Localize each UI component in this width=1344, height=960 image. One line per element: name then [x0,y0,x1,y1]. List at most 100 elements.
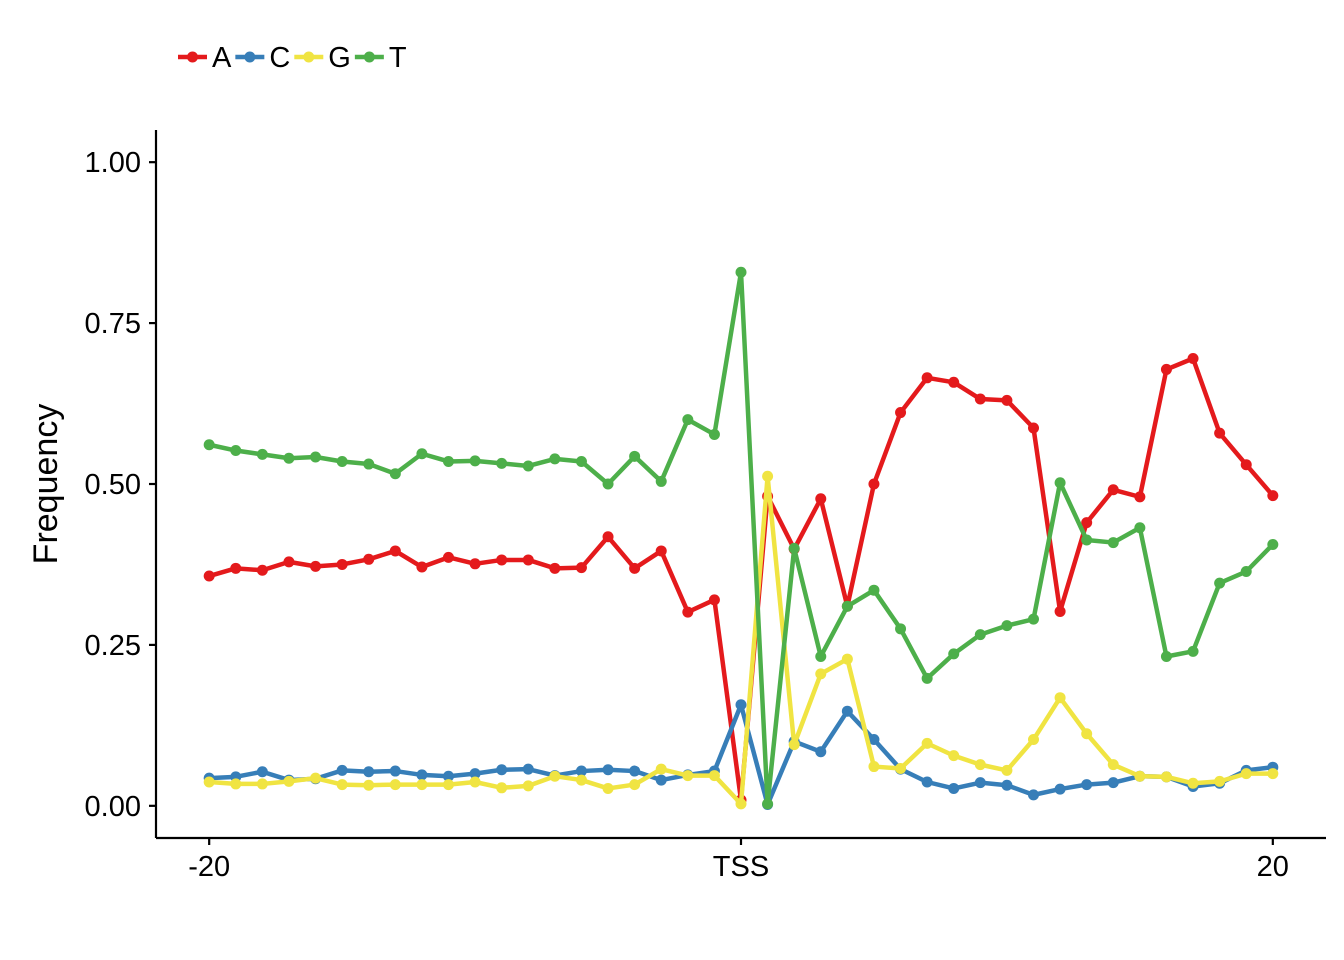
data-point-a [283,556,295,568]
data-point-t [310,451,322,463]
data-point-a [895,407,907,419]
data-point-t [256,448,268,460]
data-point-a [389,545,401,557]
data-point-g [1028,734,1039,746]
data-point-a [230,562,242,574]
data-point-t [549,453,561,465]
data-point-t [1267,539,1279,550]
data-point-c [841,705,853,717]
data-point-t [735,266,747,278]
data-point-g [1267,768,1279,780]
legend-swatch-point [244,51,256,63]
legend-label: C [269,42,290,74]
data-point-g [1107,759,1119,771]
data-point-c [575,765,587,777]
data-point-g [230,778,242,790]
data-point-g [416,779,428,791]
data-point-a [443,551,454,563]
data-point-t [1054,477,1066,489]
data-point-t [336,455,348,467]
data-point-a [708,594,720,606]
series-c [203,699,1279,811]
data-point-g [602,782,614,794]
data-point-t [1214,577,1226,589]
data-point-t [283,452,295,464]
data-point-a [921,372,933,384]
data-point-c [469,768,481,780]
data-point-t [682,414,694,426]
data-point-t [443,455,454,467]
data-point-t [203,439,215,451]
data-point-a [1187,352,1199,364]
data-point-g [841,653,853,665]
data-point-t [496,457,508,469]
data-point-c [522,763,534,775]
data-point-g [1160,771,1172,783]
data-point-c [1054,783,1066,795]
legend-label: G [328,42,351,74]
data-point-g [629,779,641,791]
data-point-c [1001,779,1013,791]
data-point-t [895,623,907,635]
data-point-g [443,779,454,791]
data-point-a [496,554,508,566]
data-point-g [735,798,747,810]
series-g [203,470,1279,810]
data-point-a [416,561,428,573]
data-point-c [948,782,960,794]
data-point-g [895,762,907,774]
data-point-a [1240,459,1252,471]
data-point-g [256,778,268,790]
data-point-t [762,798,774,810]
data-point-g [389,779,401,791]
data-point-c [921,776,933,788]
data-point-c [629,765,641,777]
data-point-g [522,780,534,792]
y-tick-label: 0.00 [85,791,141,823]
data-point-g [1187,777,1199,789]
plot-area [203,266,1279,811]
y-tick-label: 1.00 [85,147,141,179]
data-point-a [974,393,986,405]
data-point-c [868,734,880,746]
x-tick-label: -20 [188,851,230,883]
data-point-t [815,650,827,662]
x-tick-label: 20 [1257,851,1289,883]
data-point-t [1001,620,1013,632]
y-axis-title: Frequency [27,404,65,565]
data-point-c [602,764,614,776]
data-point-g [948,750,960,762]
data-point-t [788,542,800,554]
legend-label: A [212,42,232,74]
data-point-t [522,460,534,472]
data-point-a [1267,490,1279,502]
data-point-g [363,779,375,791]
data-point-c [1028,789,1039,801]
data-point-t [841,600,853,612]
series-t [203,266,1279,810]
data-point-c [974,777,986,789]
legend-item-a: A [178,42,232,74]
data-point-t [575,455,587,467]
data-point-a [602,531,614,543]
data-point-g [762,470,774,482]
data-point-g [1081,728,1093,740]
data-point-t [1081,534,1093,546]
data-point-g [1134,770,1146,782]
legend-swatch-point [187,51,198,63]
data-point-g [496,782,508,794]
data-point-a [629,562,641,574]
data-point-a [948,376,960,388]
data-point-t [363,458,375,470]
data-point-t [230,445,242,457]
data-point-a [310,560,322,572]
data-point-a [1054,605,1066,617]
data-point-a [336,558,348,570]
data-point-g [655,763,667,775]
data-point-c [363,766,375,778]
x-axis: -20 TSS 20 [188,838,1289,883]
data-point-t [708,428,720,440]
data-point-g [310,772,322,784]
legend-item-t: T [354,42,407,74]
